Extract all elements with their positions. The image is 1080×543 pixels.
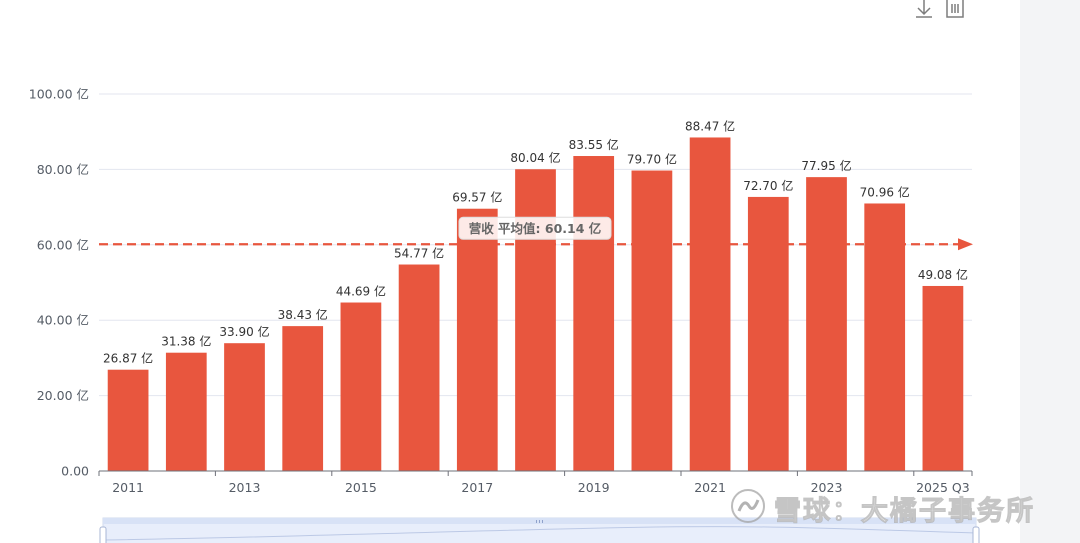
average-label-box <box>458 216 612 240</box>
bar-value-label: 54.77 亿 <box>394 246 444 261</box>
bar[interactable] <box>165 352 207 471</box>
y-tick-label: 0.00 <box>61 464 89 479</box>
bar[interactable] <box>515 169 556 471</box>
x-tick-label: 2011 <box>112 480 144 495</box>
y-axis-tick-labels: 0.00 20.00 亿 40.00 亿 60.00 亿 80.00 亿 100.00 亿 <box>29 87 89 479</box>
data-zoom-preview-line <box>102 526 977 541</box>
watermark: 雪球：大橘子事务所 <box>730 488 1035 528</box>
bar[interactable] <box>456 208 498 471</box>
bar-value-label: 33.90 亿 <box>219 324 269 339</box>
y-tick-label: 100.00 亿 <box>29 87 89 102</box>
average-line-arrow <box>958 238 973 251</box>
bar[interactable] <box>107 369 149 471</box>
bar-value-label: 69.57 亿 <box>452 190 502 205</box>
bar-value-label: 72.70 亿 <box>743 178 793 193</box>
bar-value-label: 80.04 亿 <box>510 150 560 165</box>
bar[interactable] <box>224 343 265 471</box>
bar-value-label: 26.87 亿 <box>103 351 153 366</box>
x-tick-label: 2013 <box>229 480 261 495</box>
bar-value-label: 77.95 亿 <box>801 158 851 173</box>
bar-value-label: 70.96 亿 <box>860 184 910 199</box>
average-markline[interactable]: 营收 平均值: 60.14 亿 <box>99 216 973 251</box>
bar-value-label: 88.47 亿 <box>685 118 735 133</box>
watermark-text: 雪球：大橘子事务所 <box>774 495 1035 527</box>
bar[interactable] <box>573 156 615 472</box>
bar-value-label: 44.69 亿 <box>336 284 386 299</box>
x-axis-tick-labels: 2011 2013 2015 2017 2019 2021 2023 2025 Q3 <box>112 480 969 495</box>
bar-value-label: 49.08 亿 <box>918 267 968 282</box>
x-tick-label: 2019 <box>578 480 610 495</box>
data-zoom-handle-left[interactable] <box>99 526 107 543</box>
bar-value-label: 83.55 亿 <box>569 137 619 152</box>
x-tick-label: 2015 <box>345 480 377 495</box>
x-tick-label: 2025 Q3 <box>916 480 970 495</box>
bar[interactable] <box>864 203 906 471</box>
y-tick-label: 60.00 亿 <box>37 237 89 252</box>
bar[interactable] <box>282 326 324 471</box>
bar[interactable] <box>922 285 964 471</box>
bar[interactable] <box>398 264 440 471</box>
x-tick-label: 2017 <box>461 480 493 495</box>
y-tick-label: 80.00 亿 <box>37 162 89 177</box>
bar-value-label: 79.70 亿 <box>627 152 677 167</box>
bar[interactable] <box>689 137 731 472</box>
bar-value-labels: 26.87 亿 31.38 亿 33.90 亿 38.43 亿 44.69 亿 54.77… <box>103 118 968 365</box>
average-label: 营收 平均值: 60.14 亿 <box>469 221 602 236</box>
snowball-logo-icon <box>730 488 766 528</box>
x-tick-label: 2021 <box>694 480 726 495</box>
data-view-icon[interactable] <box>944 0 966 20</box>
bar[interactable] <box>747 196 789 471</box>
x-tick-label: 2023 <box>811 480 843 495</box>
data-zoom-handle-right[interactable] <box>972 526 980 543</box>
bar[interactable] <box>340 302 382 471</box>
data-zoom-slider[interactable] <box>99 517 980 543</box>
bar-value-label: 38.43 亿 <box>278 307 328 322</box>
x-axis <box>98 470 973 476</box>
bar[interactable] <box>631 170 673 471</box>
data-zoom-grip-icon <box>536 520 543 523</box>
bars[interactable] <box>107 137 964 472</box>
y-tick-label: 40.00 亿 <box>37 313 89 328</box>
y-tick-label: 20.00 亿 <box>37 388 89 403</box>
right-panel-strip <box>1020 0 1080 543</box>
bar-value-label: 31.38 亿 <box>161 334 211 349</box>
download-icon[interactable] <box>913 0 935 20</box>
bar[interactable] <box>806 177 847 472</box>
